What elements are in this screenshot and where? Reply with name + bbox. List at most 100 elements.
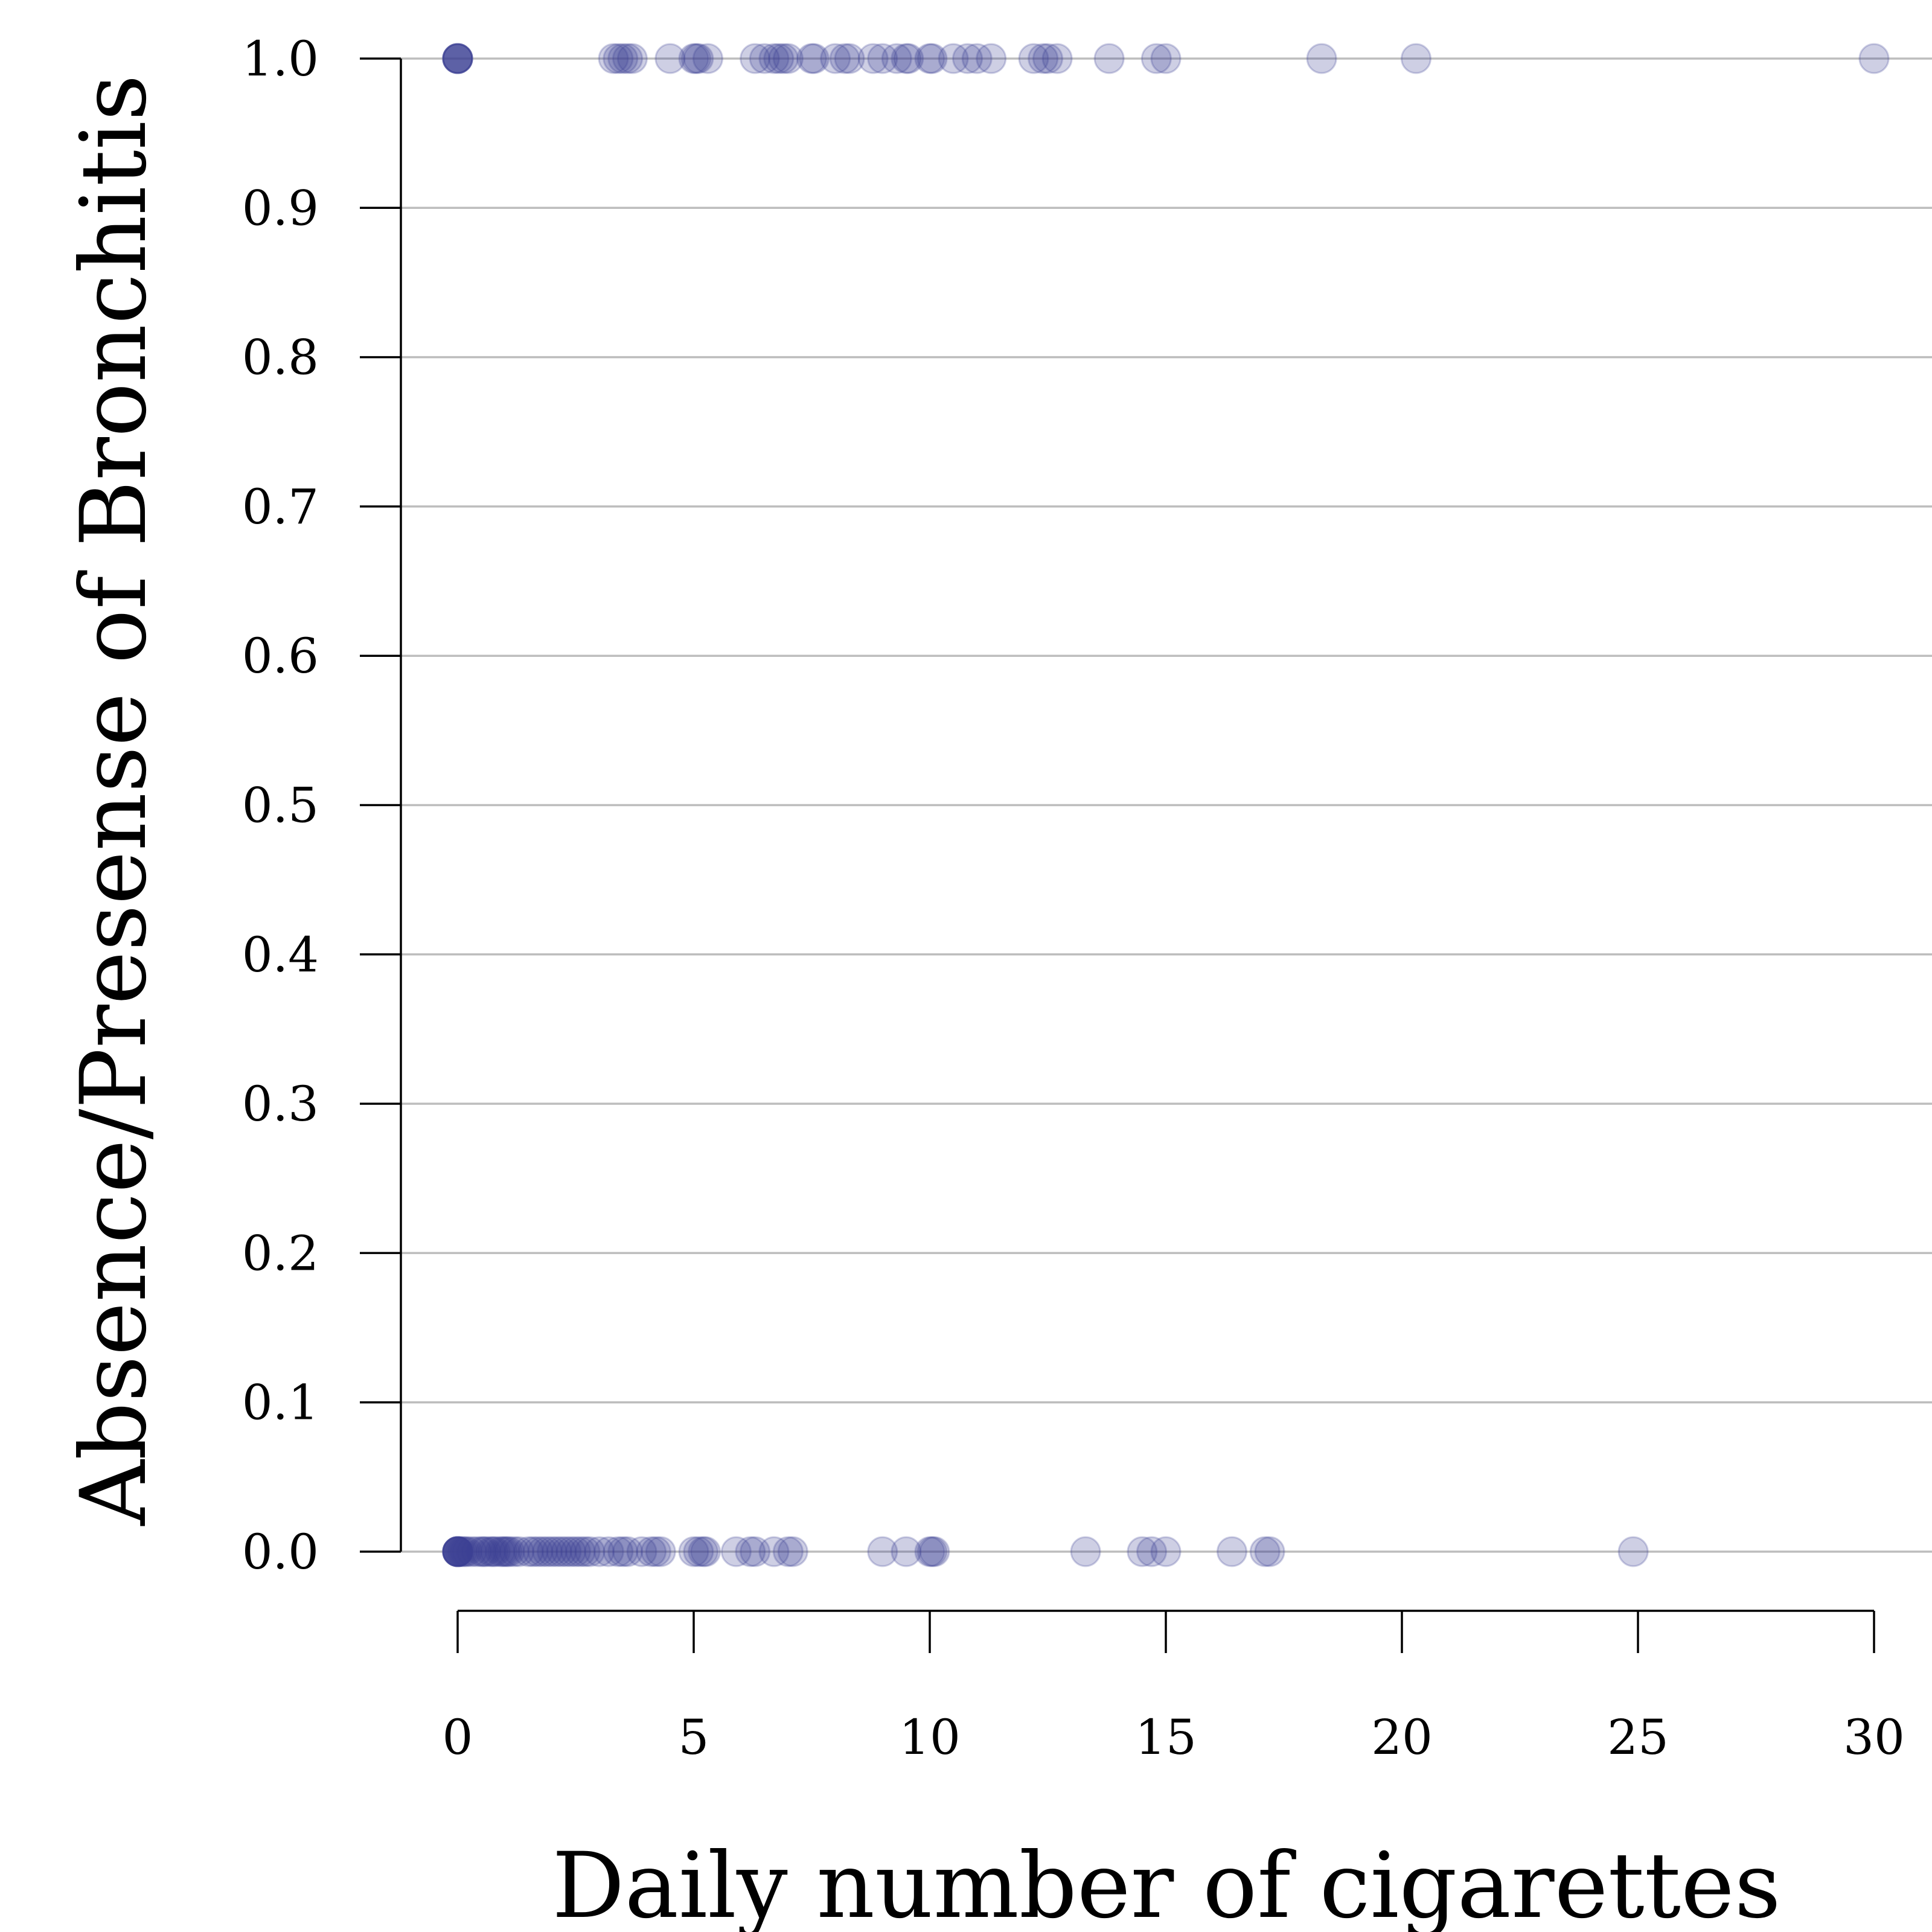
data-point xyxy=(541,1536,572,1567)
data-point xyxy=(442,43,473,74)
data-point xyxy=(1070,1536,1101,1567)
data-point xyxy=(468,1536,499,1567)
y-tick-label: 0.0 xyxy=(242,1524,319,1580)
data-point xyxy=(640,1536,671,1567)
data-point xyxy=(1136,1536,1168,1567)
y-tick-label: 0.7 xyxy=(242,479,319,535)
data-point xyxy=(768,43,799,74)
data-point xyxy=(480,1536,511,1567)
x-tick-label: 0 xyxy=(443,1709,473,1765)
data-point xyxy=(555,1536,587,1567)
data-point xyxy=(688,1536,719,1567)
data-point xyxy=(1150,43,1182,74)
data-point xyxy=(735,1536,766,1567)
data-point xyxy=(678,43,709,74)
data-point xyxy=(522,1536,554,1567)
data-point xyxy=(593,1536,624,1567)
data-point xyxy=(442,1536,473,1567)
data-point xyxy=(442,1536,473,1567)
x-axis: 0 5 10 15 20 25 30 xyxy=(443,1610,1905,1765)
data-point xyxy=(442,1536,473,1567)
data-point xyxy=(442,1536,473,1567)
data-point xyxy=(740,43,771,74)
data-point xyxy=(976,43,1007,74)
data-point xyxy=(961,43,993,74)
data-point xyxy=(616,43,648,74)
data-point xyxy=(1018,43,1049,74)
data-point xyxy=(1093,43,1125,74)
data-point xyxy=(798,43,830,74)
data-point xyxy=(683,1536,714,1567)
data-point xyxy=(560,1536,591,1567)
data-point xyxy=(690,1536,721,1567)
data-point xyxy=(475,1536,507,1567)
y-axis-title: Absence/Presense of Bronchitis xyxy=(62,74,167,1526)
data-point xyxy=(546,1536,577,1567)
x-tick-label: 25 xyxy=(1607,1709,1669,1765)
data-point xyxy=(565,1536,596,1567)
data-point xyxy=(442,43,473,74)
data-point xyxy=(1858,43,1890,74)
data-point xyxy=(763,43,795,74)
data-point xyxy=(692,43,723,74)
data-point xyxy=(536,1536,568,1567)
data-point xyxy=(612,43,644,74)
data-point xyxy=(796,43,827,74)
data-point xyxy=(1254,1536,1285,1567)
data-point xyxy=(758,43,790,74)
grid-lines xyxy=(401,57,1932,1553)
data-point xyxy=(1028,43,1059,74)
data-point xyxy=(891,43,922,74)
y-tick-label: 1.0 xyxy=(242,31,319,87)
data-point xyxy=(1041,43,1073,74)
x-tick-label: 30 xyxy=(1843,1709,1905,1765)
x-tick-label: 5 xyxy=(679,1709,709,1765)
data-point xyxy=(574,1536,606,1567)
data-point xyxy=(1249,1536,1281,1567)
data-point xyxy=(447,1536,478,1567)
data-point xyxy=(442,1536,473,1567)
data-point xyxy=(857,43,889,74)
data-point xyxy=(938,43,969,74)
data-point xyxy=(452,1536,483,1567)
data-point xyxy=(881,43,912,74)
data-point xyxy=(919,1536,950,1567)
data-point xyxy=(551,1536,582,1567)
data-point xyxy=(478,1536,509,1567)
data-point xyxy=(1216,1536,1247,1567)
data-point xyxy=(499,1536,530,1567)
data-point xyxy=(527,1536,558,1567)
y-tick-label: 0.6 xyxy=(242,628,319,684)
data-point xyxy=(470,1536,502,1567)
data-point xyxy=(1032,43,1063,74)
data-point xyxy=(484,1536,516,1567)
data-point xyxy=(444,1536,476,1567)
data-point xyxy=(867,1536,898,1567)
data-point xyxy=(489,1536,520,1567)
data-point xyxy=(683,43,714,74)
data-point xyxy=(513,1536,544,1567)
y-tick-label: 0.9 xyxy=(242,180,319,236)
data-point xyxy=(517,1536,549,1567)
data-point xyxy=(584,1536,615,1567)
data-point xyxy=(891,1536,922,1567)
y-axis: 0.0 0.1 0.2 0.3 0.4 0.5 0.6 0.7 0.8 0.9 1.0 xyxy=(242,31,402,1580)
data-point xyxy=(442,1536,473,1567)
data-point xyxy=(1617,1536,1649,1567)
data-point xyxy=(916,43,948,74)
data-point xyxy=(772,1536,804,1567)
data-point xyxy=(829,43,860,74)
data-point xyxy=(612,1536,644,1567)
data-point xyxy=(603,1536,634,1567)
data-point xyxy=(645,1536,676,1567)
data-point xyxy=(626,1536,657,1567)
data-point xyxy=(772,43,804,74)
data-point xyxy=(777,1536,808,1567)
data-point xyxy=(680,43,712,74)
data-point xyxy=(442,43,473,74)
x-tick-label: 10 xyxy=(899,1709,961,1765)
data-point xyxy=(1150,1536,1182,1567)
data-point xyxy=(504,1536,535,1567)
data-points xyxy=(442,43,1890,1567)
y-tick-label: 0.3 xyxy=(242,1076,319,1132)
